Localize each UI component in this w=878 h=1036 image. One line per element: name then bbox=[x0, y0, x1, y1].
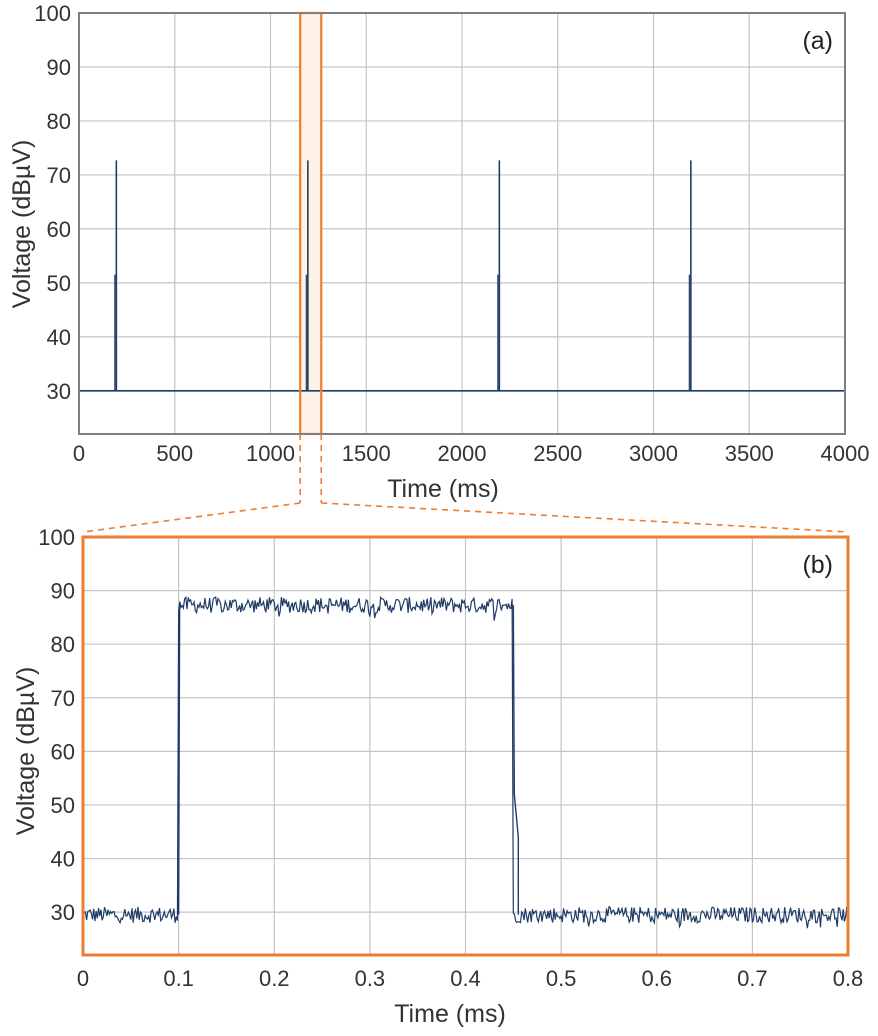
y-ticks-b: 30 40 50 60 70 80 90 100 bbox=[38, 525, 75, 925]
x-tick-label-b: 0.8 bbox=[833, 966, 864, 991]
y-tick-label-b: 30 bbox=[51, 900, 75, 925]
x-axis-label-b: Time (ms) bbox=[394, 1000, 506, 1028]
y-tick-label-b: 90 bbox=[51, 579, 75, 604]
y-tick-label-b: 60 bbox=[51, 739, 75, 764]
plot-frame-a bbox=[78, 12, 846, 435]
rising-edge bbox=[177, 605, 181, 915]
x-tick-label-b: 0.4 bbox=[450, 966, 481, 991]
y-axis-label-b: Voltage (dBµV) bbox=[12, 667, 40, 836]
panel-label-b: (b) bbox=[802, 551, 833, 579]
x-axis-label-a: Time (ms) bbox=[387, 475, 499, 503]
x-tick-label-a: 500 bbox=[156, 441, 193, 466]
grid-b bbox=[83, 537, 848, 955]
series-a bbox=[79, 160, 845, 392]
connector-right bbox=[321, 502, 849, 533]
y-tick-label-a: 40 bbox=[47, 325, 71, 350]
x-tick-label-a: 1500 bbox=[342, 441, 391, 466]
x-tick-label-a: 2500 bbox=[533, 441, 582, 466]
x-tick-label-b: 0.2 bbox=[259, 966, 290, 991]
x-tick-label-b: 0.1 bbox=[163, 966, 194, 991]
panel-label-a: (a) bbox=[802, 27, 833, 55]
y-tick-label-a: 30 bbox=[47, 379, 71, 404]
x-tick-label-a: 0 bbox=[73, 441, 85, 466]
x-tick-label-b: 0.3 bbox=[355, 966, 386, 991]
y-tick-label-b: 80 bbox=[51, 632, 75, 657]
x-tick-label-a: 3500 bbox=[725, 441, 774, 466]
y-tick-label-a: 70 bbox=[47, 163, 71, 188]
y-tick-label-a: 50 bbox=[47, 271, 71, 296]
y-ticks-a: 30 40 50 60 70 80 90 100 bbox=[34, 1, 71, 404]
x-ticks-a: 0 500 1000 1500 2000 2500 3000 3500 4000 bbox=[73, 441, 870, 466]
connector-left bbox=[82, 502, 301, 533]
chart-panel-a: 0 500 1000 1500 2000 2500 3000 3500 4000 30 40 50 6… bbox=[8, 1, 869, 503]
x-tick-label-a: 3000 bbox=[629, 441, 678, 466]
x-ticks-b: 0 0.1 0.2 0.3 0.4 0.5 0.6 0.7 0.8 bbox=[77, 966, 863, 991]
x-tick-label-a: 4000 bbox=[821, 441, 870, 466]
x-tick-label-b: 0.5 bbox=[546, 966, 577, 991]
y-tick-label-a: 60 bbox=[47, 217, 71, 242]
x-tick-label-b: 0.6 bbox=[641, 966, 672, 991]
y-tick-label-a: 100 bbox=[34, 1, 71, 26]
zoom-connectors bbox=[82, 434, 849, 533]
falling-edge bbox=[512, 605, 520, 915]
x-tick-label-a: 1000 bbox=[246, 441, 295, 466]
series-b bbox=[82, 595, 849, 929]
y-tick-label-b: 100 bbox=[38, 525, 75, 550]
pulse-trace bbox=[82, 595, 849, 929]
plot-frame-b bbox=[81, 535, 850, 957]
y-tick-label-b: 40 bbox=[51, 847, 75, 872]
y-tick-label-b: 70 bbox=[51, 686, 75, 711]
y-tick-label-b: 50 bbox=[51, 793, 75, 818]
y-axis-label-a: Voltage (dBµV) bbox=[8, 140, 36, 309]
y-tick-label-a: 80 bbox=[47, 109, 71, 134]
y-tick-label-a: 90 bbox=[47, 55, 71, 80]
chart-panel-b: 0 0.1 0.2 0.3 0.4 0.5 0.6 0.7 0.8 30 40 50 60 70 80 90… bbox=[12, 525, 863, 1028]
zoom-highlight-region bbox=[300, 13, 322, 434]
x-tick-label-a: 2000 bbox=[438, 441, 487, 466]
x-tick-label-b: 0 bbox=[77, 966, 89, 991]
x-tick-label-b: 0.7 bbox=[737, 966, 768, 991]
